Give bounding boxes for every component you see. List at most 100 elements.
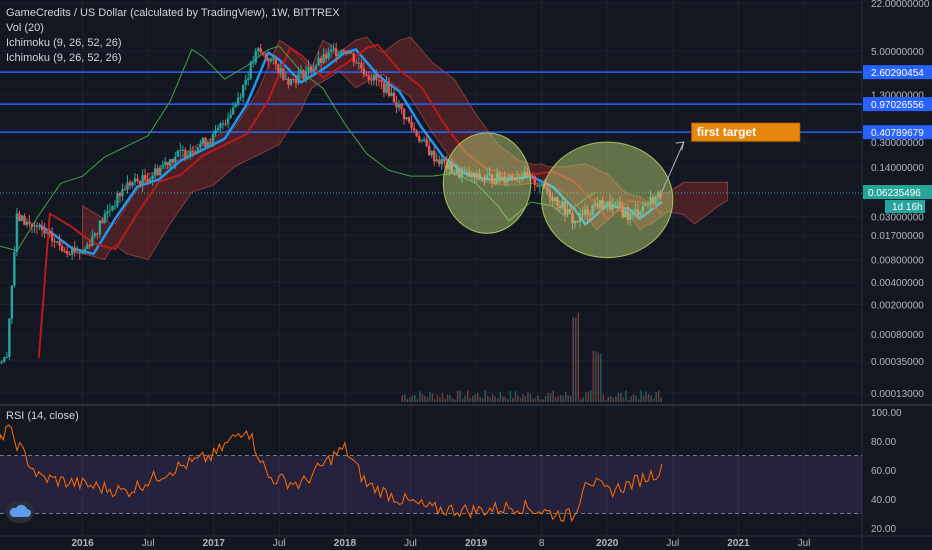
candle-body: [206, 142, 210, 147]
candle-body: [425, 139, 428, 146]
candle-body: [289, 79, 293, 85]
candle-body: [65, 251, 69, 255]
candle-body: [553, 197, 557, 201]
chart-title: GameCredits / US Dollar (calculated by T…: [6, 7, 340, 19]
volume-bar: [577, 312, 580, 402]
volume-bar: [502, 396, 504, 402]
candle-body: [113, 205, 117, 207]
candle-body: [138, 180, 142, 186]
current-price-tag: [863, 185, 932, 200]
volume-bar: [517, 395, 519, 402]
candle-body: [128, 182, 132, 186]
tradingview-logo[interactable]: [6, 501, 34, 523]
candle-body: [76, 252, 79, 254]
candle-body: [631, 211, 635, 214]
target-label: first target: [697, 125, 756, 139]
volume-bar: [449, 395, 451, 402]
rsi-tick-label: 80.00: [871, 437, 896, 448]
candle-body: [417, 136, 421, 142]
candle-body: [639, 211, 642, 216]
volume-bar: [630, 396, 632, 402]
candle-body: [179, 150, 182, 152]
candle-body: [578, 213, 582, 222]
candle-body: [209, 142, 212, 144]
candle-body: [503, 176, 506, 183]
candle-body: [284, 78, 288, 80]
candle-body: [636, 209, 640, 216]
candle-body: [269, 59, 273, 62]
candle-body: [357, 62, 360, 64]
indicator-ichimoku-label-1[interactable]: Ichimoku (9, 26, 52, 26): [6, 37, 122, 49]
candle-body: [15, 213, 19, 252]
volume-bar: [471, 395, 474, 402]
volume-bar: [615, 396, 617, 402]
volume-bar: [564, 391, 567, 402]
candle-body: [189, 151, 192, 156]
candle-body: [586, 209, 589, 215]
candle-body: [450, 163, 454, 174]
time-tick-label: 2019: [465, 538, 488, 549]
volume-bar: [466, 390, 469, 402]
volume-bar: [414, 394, 416, 402]
candle-body: [73, 247, 76, 253]
candle-body: [468, 171, 471, 177]
volume-bar: [625, 390, 627, 402]
indicator-vol-label[interactable]: Vol (20): [6, 22, 44, 34]
volume-bar: [481, 398, 484, 402]
candle-body: [619, 202, 622, 209]
rsi-band: [0, 455, 862, 514]
candle-body: [274, 58, 278, 65]
volume-bar: [421, 394, 424, 402]
candle-body: [304, 71, 308, 79]
candle-body: [3, 357, 6, 362]
candle-body: [420, 139, 423, 142]
candle-body: [186, 155, 190, 158]
candle-body: [176, 150, 179, 157]
candle-body: [571, 213, 574, 224]
candle-body: [267, 57, 270, 62]
candle-body: [83, 248, 86, 252]
candle-body: [352, 53, 355, 63]
indicator-ichimoku-label-2[interactable]: Ichimoku (9, 26, 52, 26): [6, 52, 122, 64]
candle-body: [299, 70, 303, 74]
volume-bar: [426, 397, 429, 402]
price-tick-label: 22.00000000: [871, 0, 930, 10]
volume-bar: [404, 394, 406, 402]
candle-body: [143, 175, 147, 180]
candle-body: [563, 201, 567, 215]
volume-bar: [532, 398, 534, 402]
candle-body: [430, 150, 433, 156]
price-tick-label: 5.00000000: [871, 47, 924, 58]
volume-bar: [652, 398, 655, 402]
volume-bar: [476, 393, 479, 402]
time-tick-label: 8: [539, 538, 545, 549]
candle-body: [385, 83, 388, 93]
candle-body: [224, 123, 227, 125]
candle-body: [603, 207, 607, 209]
candle-body: [651, 197, 655, 205]
time-tick-label: Jul: [142, 538, 155, 549]
volume-bar: [542, 399, 544, 402]
candle-body: [375, 74, 378, 80]
candle-body: [259, 48, 262, 53]
candle-body: [136, 178, 139, 181]
candle-body: [106, 211, 109, 214]
candle-body: [292, 79, 295, 81]
candle-body: [48, 232, 51, 234]
candle-body: [8, 318, 11, 358]
volume-bar: [637, 399, 640, 402]
highlight-ellipse: [442, 132, 532, 234]
candle-body: [455, 168, 459, 174]
candle-body: [146, 179, 149, 183]
candle-body: [78, 252, 81, 254]
volume-bar: [592, 350, 595, 402]
volume-bar: [512, 397, 514, 402]
candle-body: [427, 145, 431, 156]
level-price-label: 2.60290454: [871, 68, 924, 79]
volume-bar: [552, 390, 554, 402]
rsi-label[interactable]: RSI (14, close): [6, 410, 79, 422]
volume-bar: [539, 399, 542, 402]
volume-bar: [582, 397, 585, 402]
candle-body: [249, 62, 252, 79]
candle-body: [644, 204, 647, 206]
